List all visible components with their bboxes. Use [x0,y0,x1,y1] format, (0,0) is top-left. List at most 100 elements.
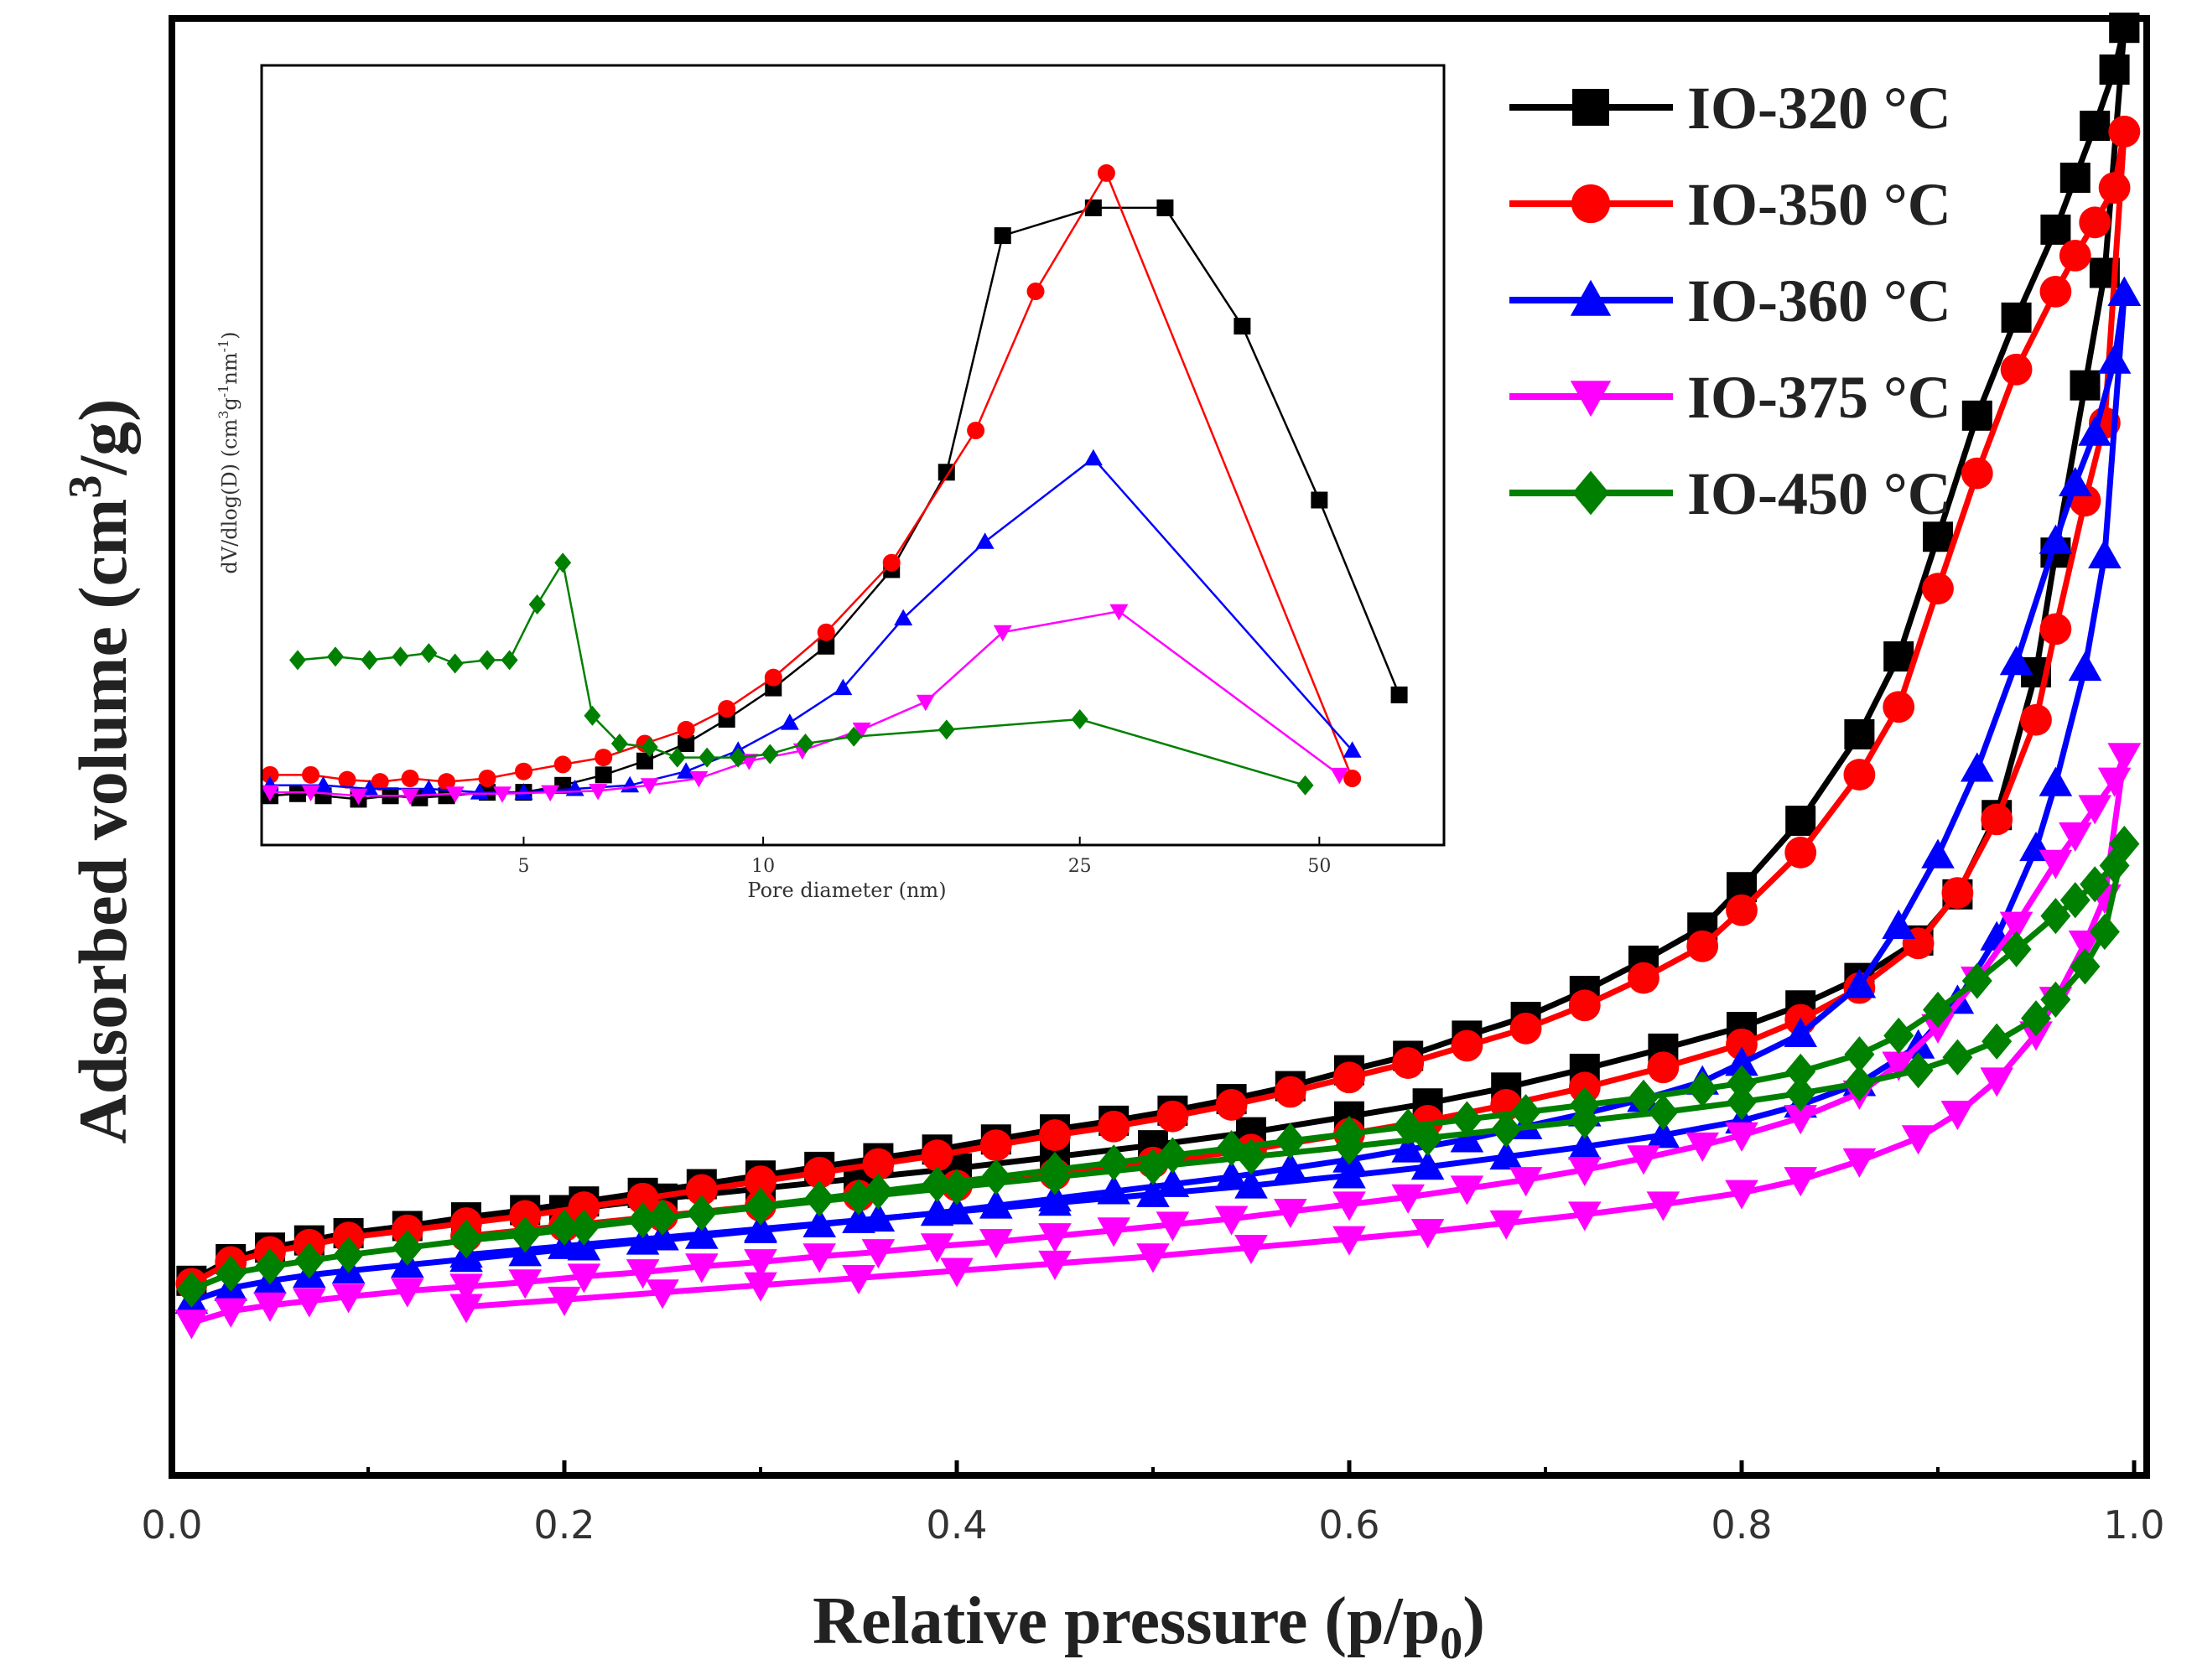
legend-item-io-375-c: IO-375 °C [1509,364,1951,431]
data-point [979,1229,1013,1259]
data-point [1923,991,1953,1029]
data-point [1980,1067,2013,1097]
data-point [449,1294,483,1324]
data-point [1274,1151,1307,1181]
inset-data-point [699,747,716,768]
data-point [1882,1051,1915,1081]
data-point [626,1259,660,1289]
data-point [1726,894,1758,926]
inset-data-point [1083,449,1103,466]
data-point [1568,1201,1602,1231]
data-point [802,1243,836,1273]
data-point [2068,931,2102,961]
data-point [2000,353,2033,386]
inset-data-point [584,705,601,726]
data-point [1921,1014,1955,1044]
inset-data-point [1071,708,1088,729]
data-point [391,1278,424,1308]
data-point [2039,849,2073,879]
x-tick-label: 0.8 [1711,1502,1772,1548]
data-point [1274,1198,1307,1229]
inset-data-point [797,734,814,754]
data-point [214,1298,247,1328]
data-point [1844,1065,1875,1102]
data-point [2039,613,2072,646]
inset-data-point [361,650,378,671]
data-point [844,1179,874,1216]
inset-axes-layer: 5 10 25 50 [517,837,1331,877]
data-point [2039,766,2073,796]
data-point [1784,1017,1817,1047]
inset-data-point [595,749,613,767]
inset-data-point [689,771,709,788]
data-point [1628,1079,1659,1116]
data-point [293,1288,326,1318]
data-point [2107,276,2142,306]
data-point [392,1229,423,1266]
data-point [1883,691,1915,723]
data-point [1391,1133,1425,1163]
inset-data-point [994,227,1011,245]
inset-data-point [730,747,747,768]
data-point [1903,1052,1934,1089]
data-point [1489,1210,1523,1240]
data-point [255,1248,285,1285]
data-point [1332,1191,1366,1221]
data-point [685,1253,719,1283]
data-point [1961,962,1992,999]
data-point [1156,1211,1190,1242]
data-point [510,1216,541,1253]
data-point [2097,344,2132,374]
data-point [1333,1061,1365,1094]
data-point [2108,116,2141,148]
inset-data-point [761,744,779,765]
data-point [2039,275,2072,308]
inset-data-point [916,694,935,712]
data-point [920,1233,954,1263]
data-point [1843,759,1876,791]
data-point [1040,1159,1070,1195]
data-point [1961,752,1994,782]
data-point [508,1269,542,1299]
inset-series-io-350-c [261,163,1362,791]
inset-x-tick-label: 5 [517,856,529,877]
data-point [2040,214,2071,245]
data-point [2080,111,2111,142]
inset-x-tick-label: 50 [1307,856,1331,877]
series-line [190,293,2127,1304]
data-point [685,1174,718,1206]
inset-data-point [288,785,306,802]
data-point [1038,1186,1072,1216]
data-point [2020,703,2052,736]
data-point [2040,981,2071,1018]
inset-data-point [1026,283,1045,300]
data-point [1883,1017,1914,1054]
data-point [1568,1157,1602,1187]
inset-series-layer [261,163,1408,808]
inset-data-point [470,783,489,800]
data-point [1981,1023,2013,1060]
inset-data-point [371,773,389,791]
data-point [1922,573,1954,605]
inset-data-point [438,773,456,791]
data-point [253,1292,287,1322]
data-point [2098,172,2131,204]
data-point [2001,302,2032,333]
inset-data-point [1109,604,1129,621]
data-point [2078,795,2111,825]
inset-data-point [1097,163,1115,182]
data-point [548,1286,581,1316]
inset-data-point [1084,199,1102,216]
data-point [451,1219,481,1256]
inset-data-point [845,726,863,747]
series-line [190,843,2127,1293]
inset-data-point [261,785,279,802]
data-point [1726,1028,1758,1060]
inset-data-point [1390,686,1408,703]
data-point [549,1209,579,1246]
inset-data-point [641,737,658,758]
inset-series-line [297,559,1306,786]
data-point [842,1265,875,1295]
data-point [1942,1039,1973,1076]
